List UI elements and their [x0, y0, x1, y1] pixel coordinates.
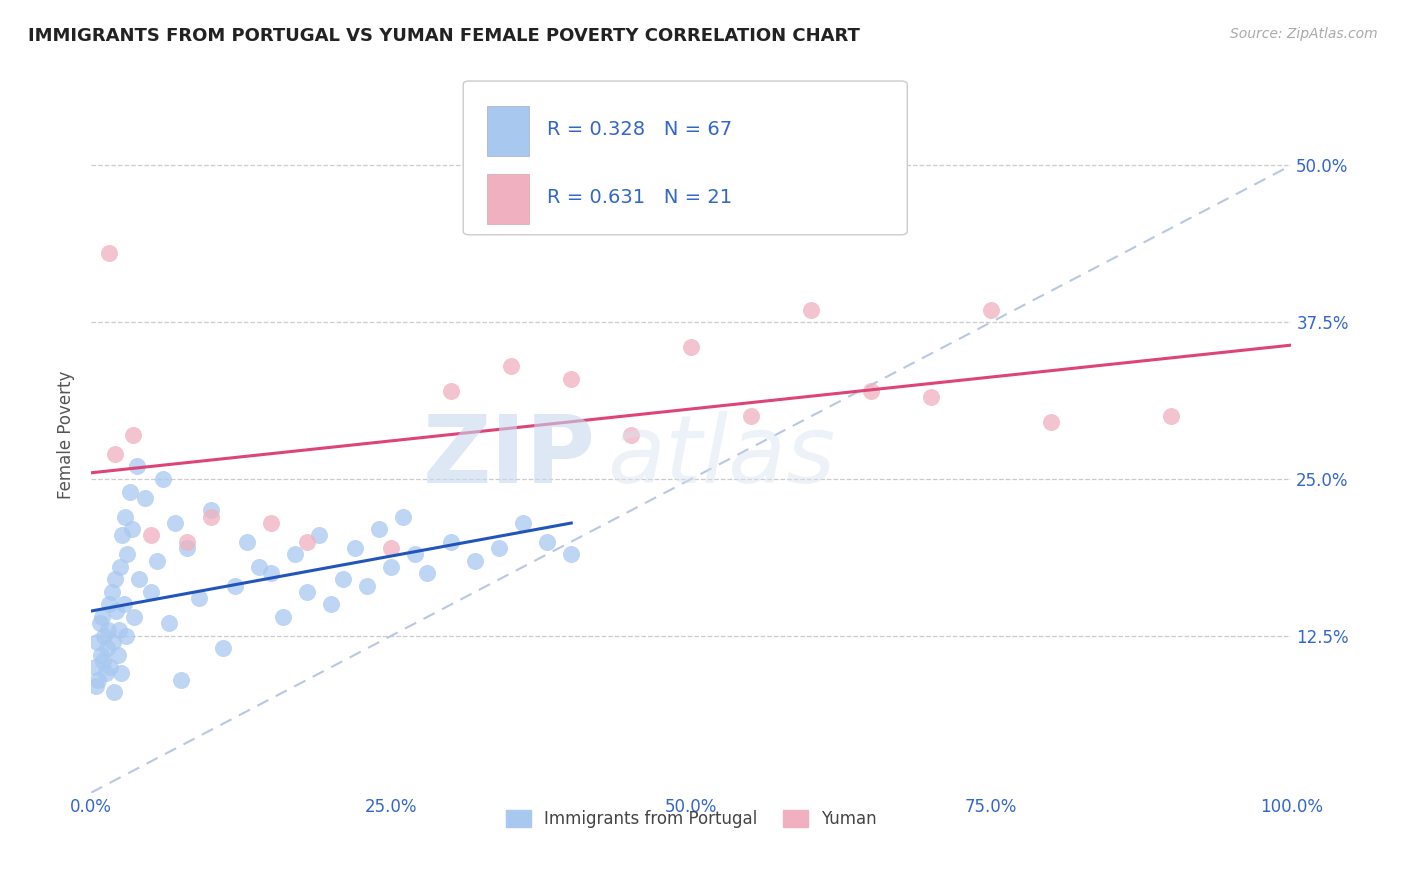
Point	[124, 610, 146, 624]
Point	[100, 585, 122, 599]
Point	[91, 654, 114, 668]
Point	[260, 566, 283, 580]
Point	[224, 579, 246, 593]
Point	[536, 534, 558, 549]
Point	[114, 509, 136, 524]
Point	[104, 572, 127, 586]
Point	[141, 585, 163, 599]
Point	[681, 340, 703, 354]
Point	[188, 591, 211, 606]
Point	[96, 641, 118, 656]
Point	[170, 673, 193, 687]
Legend: Immigrants from Portugal, Yuman: Immigrants from Portugal, Yuman	[499, 803, 883, 834]
Point	[84, 679, 107, 693]
Point	[107, 623, 129, 637]
Point	[308, 528, 330, 542]
Text: R = 0.631   N = 21: R = 0.631 N = 21	[547, 188, 733, 207]
Point	[146, 553, 169, 567]
Point	[440, 534, 463, 549]
Point	[165, 516, 187, 530]
Point	[108, 559, 131, 574]
Point	[200, 503, 222, 517]
Point	[157, 616, 180, 631]
Point	[236, 534, 259, 549]
Point	[98, 660, 121, 674]
Point	[90, 648, 112, 662]
Point	[560, 371, 582, 385]
Text: R = 0.328   N = 67: R = 0.328 N = 67	[547, 120, 733, 139]
Point	[107, 648, 129, 662]
Point	[121, 522, 143, 536]
Point	[404, 547, 426, 561]
Point	[1040, 416, 1063, 430]
Y-axis label: Female Poverty: Female Poverty	[58, 371, 75, 500]
Point	[247, 559, 270, 574]
Point	[103, 685, 125, 699]
Point	[125, 459, 148, 474]
Point	[356, 579, 378, 593]
Point	[295, 585, 318, 599]
Point	[105, 604, 128, 618]
Point	[980, 302, 1002, 317]
Point	[488, 541, 510, 555]
Point	[271, 610, 294, 624]
Point	[91, 610, 114, 624]
Point	[416, 566, 439, 580]
Point	[501, 359, 523, 373]
Point	[94, 666, 117, 681]
Point	[87, 673, 110, 687]
Point	[101, 635, 124, 649]
Point	[212, 641, 235, 656]
Point	[392, 509, 415, 524]
Point	[152, 472, 174, 486]
Point	[440, 384, 463, 398]
Point	[284, 547, 307, 561]
FancyBboxPatch shape	[488, 106, 529, 156]
Point	[86, 635, 108, 649]
Point	[176, 541, 198, 555]
Point	[115, 547, 138, 561]
Point	[110, 666, 132, 681]
Point	[380, 541, 402, 555]
Point	[260, 516, 283, 530]
Point	[134, 491, 156, 505]
Point	[97, 623, 120, 637]
Point	[83, 660, 105, 674]
Point	[128, 572, 150, 586]
Text: IMMIGRANTS FROM PORTUGAL VS YUMAN FEMALE POVERTY CORRELATION CHART: IMMIGRANTS FROM PORTUGAL VS YUMAN FEMALE…	[28, 27, 860, 45]
Point	[512, 516, 534, 530]
Point	[368, 522, 391, 536]
Point	[321, 598, 343, 612]
Point	[464, 553, 486, 567]
Point	[122, 428, 145, 442]
FancyBboxPatch shape	[488, 174, 529, 224]
Point	[98, 246, 121, 260]
Point	[93, 629, 115, 643]
Point	[141, 528, 163, 542]
Point	[332, 572, 354, 586]
FancyBboxPatch shape	[463, 81, 907, 235]
Text: ZIP: ZIP	[422, 410, 595, 502]
Point	[98, 598, 121, 612]
Point	[200, 509, 222, 524]
Point	[620, 428, 643, 442]
Point	[104, 447, 127, 461]
Point	[860, 384, 883, 398]
Text: Source: ZipAtlas.com: Source: ZipAtlas.com	[1230, 27, 1378, 41]
Point	[112, 598, 135, 612]
Point	[115, 629, 138, 643]
Point	[920, 391, 942, 405]
Point	[111, 528, 134, 542]
Point	[560, 547, 582, 561]
Point	[89, 616, 111, 631]
Point	[1160, 409, 1182, 424]
Point	[380, 559, 402, 574]
Point	[344, 541, 367, 555]
Point	[740, 409, 762, 424]
Point	[295, 534, 318, 549]
Point	[800, 302, 823, 317]
Point	[118, 484, 141, 499]
Text: atlas: atlas	[607, 411, 835, 502]
Point	[176, 534, 198, 549]
